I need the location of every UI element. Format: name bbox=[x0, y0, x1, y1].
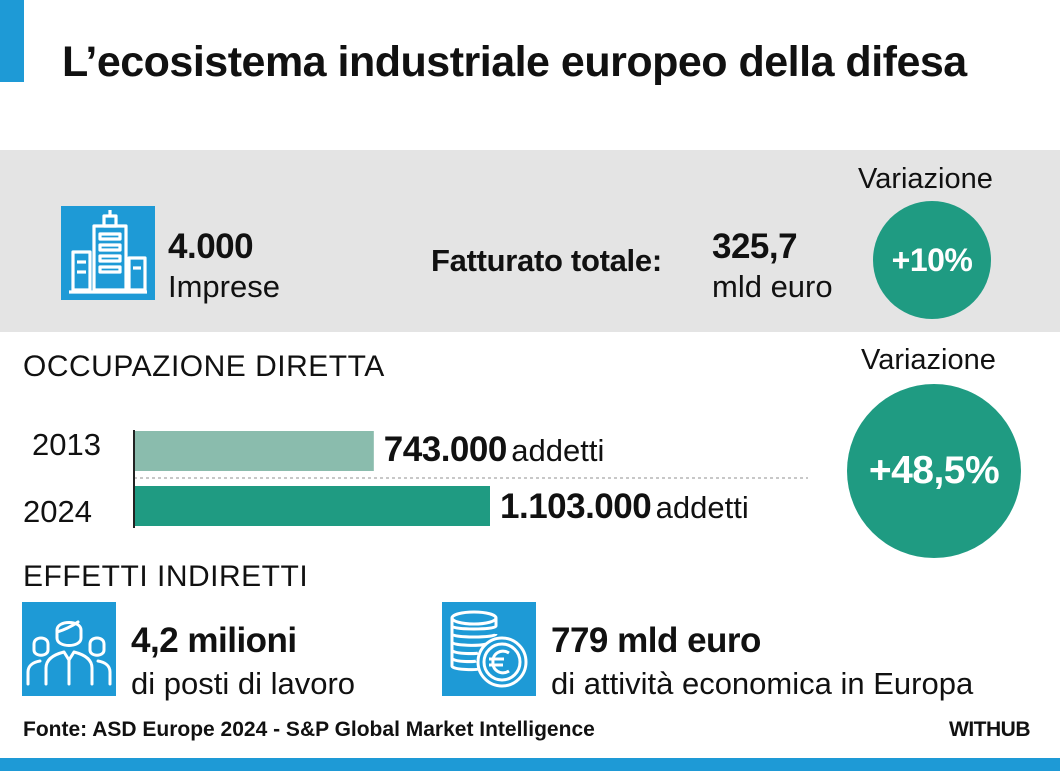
turnover-change-badge: +10% bbox=[873, 201, 991, 319]
accent-bar bbox=[0, 0, 24, 82]
turnover-change-label: Variazione bbox=[858, 163, 993, 195]
page-title: L’ecosistema industriale europeo della d… bbox=[62, 38, 967, 86]
indirect-jobs-value: 4,2 milioni bbox=[131, 621, 297, 660]
turnover-value: 325,7 bbox=[712, 227, 798, 266]
year-label-2024: 2024 bbox=[23, 494, 92, 529]
indirect-jobs-label: di posti di lavoro bbox=[131, 666, 356, 701]
bar-label-2013: 743.000 addetti bbox=[384, 430, 605, 470]
employment-change-badge: +48,5% bbox=[847, 384, 1021, 558]
indirect-activity-value: 779 mld euro bbox=[551, 621, 761, 660]
employment-value-2013: 743.000 bbox=[383, 430, 508, 469]
employment-heading: OCCUPAZIONE DIRETTA bbox=[23, 350, 385, 383]
euro-coins-icon bbox=[442, 602, 536, 696]
employment-unit-2013: addetti bbox=[511, 433, 605, 468]
indirect-heading: EFFETTI INDIRETTI bbox=[23, 560, 309, 593]
employment-bar-chart bbox=[133, 430, 808, 528]
indirect-activity-label: di attività economica in Europa bbox=[551, 666, 974, 701]
bottom-rule bbox=[0, 758, 1060, 771]
turnover-unit: mld euro bbox=[712, 269, 833, 304]
turnover-change-value: +10% bbox=[891, 241, 973, 278]
brand-logo: WITHUB bbox=[949, 718, 1030, 741]
companies-count: 4.000 bbox=[168, 227, 254, 266]
employment-unit-2024: addetti bbox=[655, 490, 749, 525]
employment-value-2024: 1.103.000 bbox=[500, 487, 652, 526]
bar-label-2024: 1.103.000 addetti bbox=[500, 487, 749, 527]
employment-bar-2024 bbox=[134, 486, 490, 526]
employment-change-value: +48,5% bbox=[868, 449, 1000, 492]
companies-label: Imprese bbox=[168, 269, 280, 304]
office-building-icon bbox=[61, 206, 155, 300]
employment-bar-2013 bbox=[134, 431, 374, 471]
source-note: Fonte: ASD Europe 2024 - S&P Global Mark… bbox=[23, 718, 595, 741]
employment-change-label: Variazione bbox=[861, 344, 996, 376]
turnover-label: Fatturato totale: bbox=[431, 243, 662, 278]
people-group-icon bbox=[22, 602, 116, 696]
year-label-2013: 2013 bbox=[32, 427, 101, 462]
